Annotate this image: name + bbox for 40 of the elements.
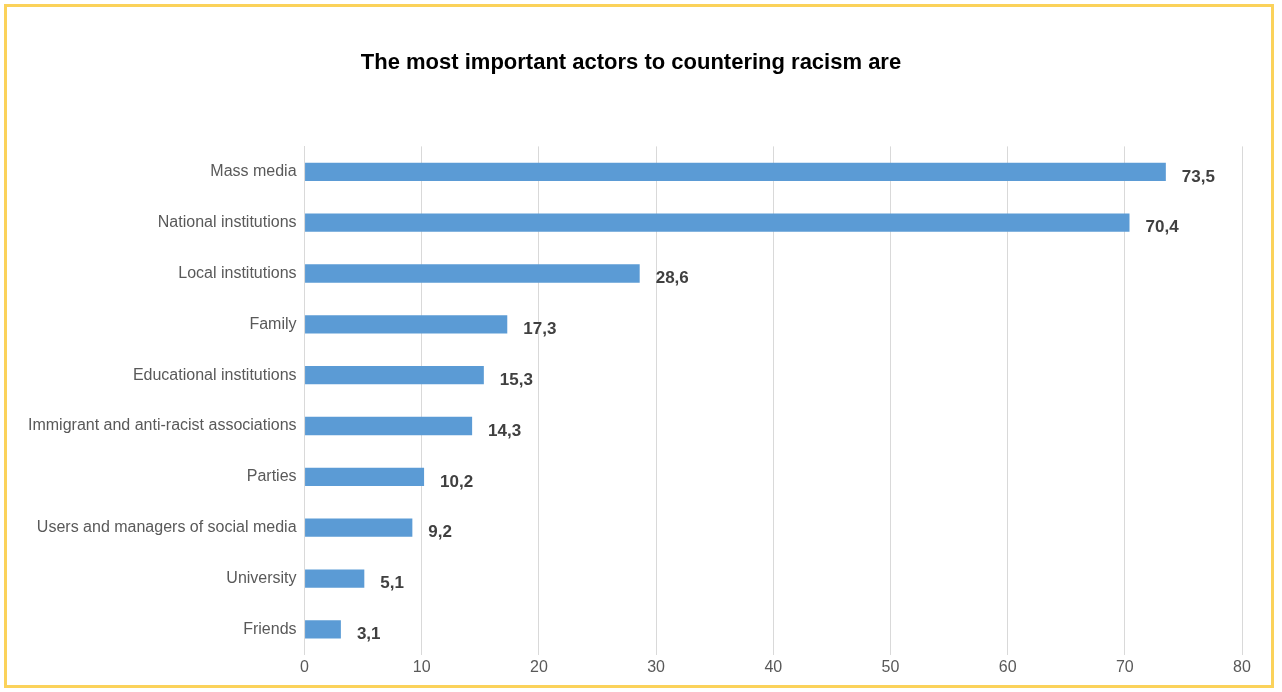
x-tick-label: 20 <box>530 657 548 675</box>
bar <box>305 518 413 537</box>
x-tick-label: 80 <box>1233 657 1251 675</box>
y-tick-label: Friends <box>243 619 297 637</box>
y-tick-label: University <box>226 568 297 586</box>
bar <box>305 315 508 334</box>
data-label: 10,2 <box>440 471 474 491</box>
x-tick-label: 50 <box>881 657 900 675</box>
y-tick-label: Immigrant and anti-racist associations <box>27 416 297 434</box>
data-label: 5,1 <box>380 573 404 593</box>
data-label: 15,3 <box>499 369 533 389</box>
x-tick-label: 60 <box>998 657 1017 675</box>
bar <box>305 416 473 436</box>
bar <box>305 620 341 639</box>
y-tick-label: Family <box>249 314 297 332</box>
data-label: 14,3 <box>488 420 522 440</box>
data-label: 17,3 <box>523 319 557 339</box>
bar <box>305 569 365 588</box>
bar <box>305 213 1130 232</box>
x-tick-label: 30 <box>647 657 666 675</box>
y-tick-label: Educational institutions <box>132 365 297 383</box>
data-label: 3,1 <box>356 624 381 644</box>
data-label: 70,4 <box>1145 217 1180 237</box>
y-tick-label: Users and managers of social media <box>36 518 297 536</box>
x-tick-label: 0 <box>300 657 310 675</box>
data-label: 9,2 <box>428 522 452 542</box>
bar <box>305 467 425 487</box>
data-label: 28,6 <box>655 268 689 288</box>
x-tick-label: 40 <box>764 657 783 675</box>
chart-title: The most important actors to countering racism are <box>360 49 902 75</box>
y-tick-label: Mass media <box>210 162 297 180</box>
bar <box>305 162 1166 181</box>
x-tick-label: 70 <box>1115 657 1134 675</box>
x-tick-label: 10 <box>412 657 431 675</box>
data-label: 73,5 <box>1181 166 1215 186</box>
bar <box>305 264 640 283</box>
y-tick-label: Local institutions <box>178 263 297 281</box>
y-tick-label: Parties <box>246 467 297 485</box>
y-tick-label: National institutions <box>157 213 297 231</box>
bar <box>305 366 484 385</box>
